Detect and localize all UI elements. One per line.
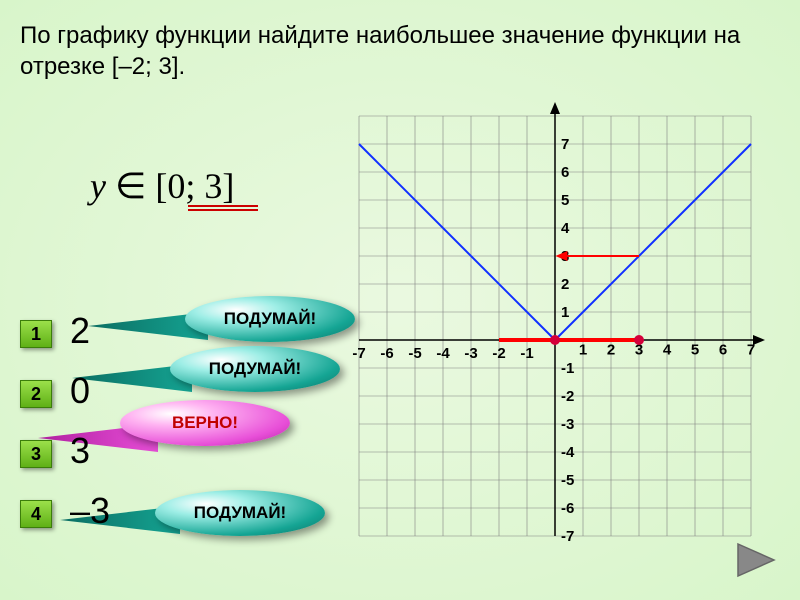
y-tick-label: 1 <box>561 304 569 321</box>
x-tick-label: 7 <box>747 341 755 358</box>
feedback-correct: ВЕРНО! <box>120 400 290 446</box>
y-tick-label: 6 <box>561 164 569 181</box>
formula-underline <box>188 205 258 211</box>
x-tick-label: -7 <box>352 345 365 362</box>
play-icon <box>738 544 774 576</box>
x-tick-label: -1 <box>520 345 533 362</box>
y-tick-label: -5 <box>561 472 574 489</box>
x-tick-label: -2 <box>492 345 505 362</box>
y-tick-label: 7 <box>561 136 569 153</box>
y-tick-label: -1 <box>561 360 574 377</box>
interval-endpoint <box>550 335 560 345</box>
answer-button-4[interactable]: 4 <box>20 500 52 528</box>
answer-value-3: 3 <box>70 430 90 472</box>
x-tick-label: -6 <box>380 345 393 362</box>
interval-endpoint <box>634 335 644 345</box>
formula-var: y <box>90 166 106 206</box>
y-tick-label: -2 <box>561 388 574 405</box>
formula-a: 0 <box>167 166 185 206</box>
y-tick-label: -7 <box>561 528 574 545</box>
feedback-think: ПОДУМАЙ! <box>155 490 325 536</box>
answer-button-3[interactable]: 3 <box>20 440 52 468</box>
y-tick-label: 5 <box>561 192 569 209</box>
answer-range-formula: y ∈ [0; 3] <box>90 165 234 207</box>
y-tick-label: 4 <box>561 220 570 237</box>
feedback-think: ПОДУМАЙ! <box>170 346 340 392</box>
answer-button-2[interactable]: 2 <box>20 380 52 408</box>
formula-open: [ <box>155 166 167 206</box>
y-tick-label: -4 <box>561 444 575 461</box>
y-tick-label: -6 <box>561 500 574 517</box>
x-tick-label: -3 <box>464 345 477 362</box>
answer-button-1[interactable]: 1 <box>20 320 52 348</box>
function-line <box>359 144 555 340</box>
x-tick-label: -5 <box>408 345 421 362</box>
formula-sep: ; <box>185 166 204 206</box>
answer-value-1: 2 <box>70 310 90 352</box>
function-line <box>555 144 751 340</box>
formula-close: ] <box>222 166 234 206</box>
x-tick-label: 5 <box>691 341 699 358</box>
y-tick-label: 2 <box>561 276 569 293</box>
y-tick-label: -3 <box>561 416 574 433</box>
x-tick-label: 6 <box>719 341 727 358</box>
next-button[interactable] <box>730 540 780 580</box>
function-graph: 1234567-1-2-3-4-5-6-71234567-1-2-3-4-5-6… <box>330 100 780 550</box>
x-tick-label: 1 <box>579 341 587 358</box>
formula-b: 3 <box>204 166 222 206</box>
question-text: По графику функции найдите наибольшее зн… <box>20 20 780 82</box>
formula-in: ∈ <box>115 166 146 206</box>
x-tick-label: 2 <box>607 341 615 358</box>
x-tick-label: 4 <box>663 341 672 358</box>
y-axis-arrow <box>550 102 560 114</box>
answer-value-4: –3 <box>70 490 110 532</box>
x-tick-label: -4 <box>436 345 450 362</box>
answer-value-2: 0 <box>70 370 90 412</box>
